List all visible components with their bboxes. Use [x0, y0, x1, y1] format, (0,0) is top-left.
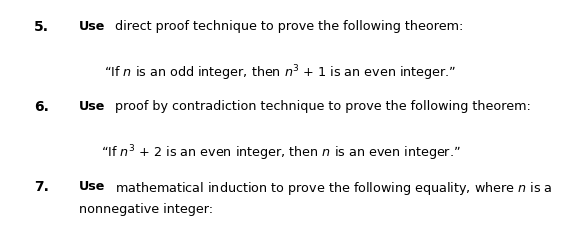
Text: direct proof technique to prove the following theorem:: direct proof technique to prove the foll… — [111, 20, 463, 33]
Text: nonnegative integer:: nonnegative integer: — [79, 202, 213, 215]
Text: Use: Use — [79, 99, 105, 112]
Text: 6.: 6. — [34, 99, 49, 113]
Text: “If $n^3$ + 2 is an even integer, then $n$ is an even integer.”: “If $n^3$ + 2 is an even integer, then $… — [100, 143, 461, 163]
Text: 5.: 5. — [34, 20, 49, 34]
Text: “If $n$ is an odd integer, then $n^3$ + 1 is an even integer.”: “If $n$ is an odd integer, then $n^3$ + … — [104, 63, 457, 83]
Text: proof by contradiction technique to prove the following theorem:: proof by contradiction technique to prov… — [111, 99, 531, 112]
Text: Use: Use — [79, 179, 105, 192]
Text: Use: Use — [79, 20, 105, 33]
Text: mathematical induction to prove the following equality, where $n$ is a: mathematical induction to prove the foll… — [111, 179, 553, 196]
Text: 7.: 7. — [34, 179, 49, 193]
